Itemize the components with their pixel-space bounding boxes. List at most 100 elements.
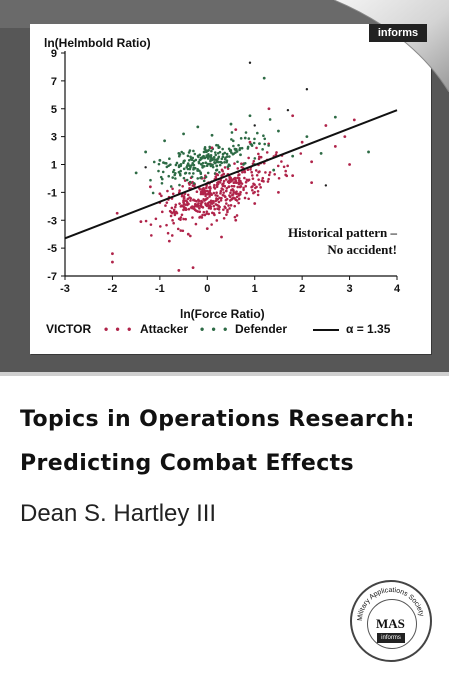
defender-point — [189, 155, 192, 159]
attacker-point — [238, 193, 242, 196]
attacker-point — [310, 160, 314, 164]
defender-point — [213, 161, 216, 164]
defender-point — [152, 160, 156, 164]
defender-point — [201, 161, 205, 165]
attacker-point — [205, 204, 209, 208]
attacker-point — [242, 188, 245, 192]
attacker-point — [291, 114, 295, 118]
attacker-point — [139, 220, 143, 224]
attacker-point — [193, 205, 196, 208]
defender-point — [256, 131, 259, 135]
attacker-point — [187, 202, 190, 206]
attacker-point — [251, 188, 254, 192]
attacker-point — [199, 190, 203, 194]
attacker-point — [165, 201, 169, 204]
attacker-point — [183, 179, 187, 182]
attacker-point — [276, 164, 280, 168]
attacker-point — [277, 176, 281, 180]
attacker-point — [291, 174, 295, 178]
defender-point — [182, 132, 185, 136]
attacker-point — [212, 191, 216, 195]
attacker-point — [231, 187, 234, 191]
attacker-point — [252, 159, 256, 163]
defender-point — [200, 175, 203, 179]
defender-point — [202, 150, 206, 154]
defender-point — [151, 191, 155, 195]
defender-point — [233, 147, 237, 151]
defender-point — [197, 160, 201, 164]
attacker-point — [213, 207, 217, 211]
attacker-point — [221, 193, 225, 197]
defender-point — [204, 161, 208, 164]
legend-attacker-marker: • • • — [104, 322, 134, 336]
defender-point — [206, 157, 210, 160]
defender-point — [333, 115, 337, 119]
attacker-point — [215, 183, 219, 187]
defender-point — [206, 171, 210, 175]
attacker-point — [225, 197, 229, 201]
annotation-line-1: Historical pattern – — [287, 225, 397, 240]
attacker-point — [182, 208, 185, 212]
defender-point — [202, 179, 206, 183]
defender-point — [201, 156, 204, 159]
attacker-point — [286, 164, 289, 168]
attacker-point — [267, 173, 271, 177]
attacker-point — [198, 207, 201, 210]
defender-point — [169, 163, 172, 166]
defender-point — [225, 152, 229, 156]
attacker-point — [258, 183, 261, 186]
attacker-point — [205, 210, 209, 213]
defender-point — [227, 147, 231, 151]
informs-logo: informs — [369, 24, 427, 42]
defender-point — [186, 154, 190, 158]
defender-point — [213, 158, 216, 161]
attacker-point — [235, 199, 239, 202]
y-axis-title: ln(Helmbold Ratio) — [44, 36, 151, 50]
attacker-point — [247, 197, 250, 201]
attacker-point — [225, 202, 228, 205]
defender-point — [179, 163, 183, 166]
defender-point — [188, 171, 191, 175]
attacker-point — [236, 167, 240, 170]
defender-point — [237, 143, 240, 147]
outlier-point — [305, 88, 309, 91]
attacker-point — [191, 216, 194, 219]
defender-point — [157, 162, 161, 166]
attacker-point — [216, 203, 219, 207]
attacker-point — [186, 193, 190, 197]
attacker-point — [170, 206, 174, 210]
legend-defender-marker: • • • — [200, 322, 230, 336]
attacker-point — [205, 184, 208, 188]
defender-point — [221, 155, 225, 159]
defender-point — [193, 152, 197, 156]
defender-point — [198, 158, 202, 162]
defender-point — [182, 159, 186, 163]
defender-point — [225, 155, 229, 158]
defender-point — [182, 152, 185, 155]
attacker-point — [205, 227, 209, 231]
attacker-point — [261, 176, 265, 180]
defender-point — [246, 147, 250, 150]
attacker-point — [169, 210, 173, 214]
attacker-point — [212, 212, 216, 215]
attacker-point — [150, 234, 153, 237]
attacker-point — [234, 181, 238, 185]
defender-point — [199, 171, 202, 174]
defender-point — [206, 149, 210, 153]
defender-point — [367, 150, 370, 154]
outlier-point — [144, 166, 147, 169]
defender-point — [206, 162, 210, 166]
defender-point — [188, 167, 192, 171]
defender-point — [163, 139, 167, 143]
attacker-point — [215, 191, 218, 195]
attacker-point — [202, 210, 206, 214]
attacker-point — [267, 177, 270, 181]
defender-point — [192, 172, 195, 175]
defender-point — [178, 183, 181, 187]
defender-point — [228, 155, 231, 158]
defender-point — [192, 149, 195, 153]
defender-point — [185, 178, 189, 182]
x-tick-label: -1 — [155, 283, 165, 295]
